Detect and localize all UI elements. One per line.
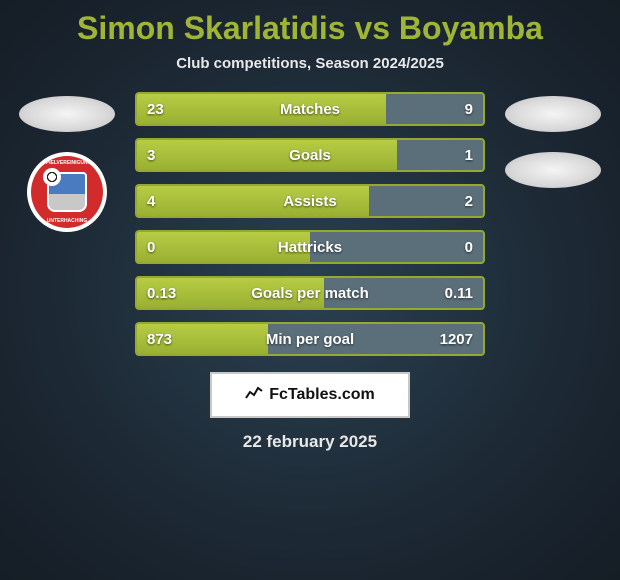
stat-label: Goals per match: [137, 285, 483, 302]
infographic-root: Simon Skarlatidis vs Boyamba Club compet…: [0, 0, 620, 452]
stat-bar: 42Assists: [135, 184, 485, 218]
stat-label: Goals: [137, 147, 483, 164]
club-badge-left: SPIELVEREINIGUNG UNTERHACHING: [27, 152, 107, 232]
date-label: 22 february 2025: [0, 432, 620, 452]
stat-bar: 0.130.11Goals per match: [135, 276, 485, 310]
stat-bar: 8731207Min per goal: [135, 322, 485, 356]
left-column: SPIELVEREINIGUNG UNTERHACHING: [17, 92, 117, 232]
stat-label: Min per goal: [137, 331, 483, 348]
club-shield-icon: [47, 172, 87, 212]
stat-label: Hattricks: [137, 239, 483, 256]
right-column: [503, 92, 603, 188]
player-right-placeholder: [505, 96, 601, 132]
stat-bar: 31Goals: [135, 138, 485, 172]
stat-bar: 00Hattricks: [135, 230, 485, 264]
source-text: FcTables.com: [269, 386, 375, 404]
stat-label: Matches: [137, 101, 483, 118]
content-row: SPIELVEREINIGUNG UNTERHACHING 239Matches…: [0, 92, 620, 356]
source-badge[interactable]: FcTables.com: [210, 372, 410, 418]
chart-icon: [245, 386, 263, 405]
soccer-ball-icon: [43, 168, 61, 186]
club-badge-right-placeholder: [505, 152, 601, 188]
club-badge-top-text: SPIELVEREINIGUNG: [31, 160, 103, 166]
stat-label: Assists: [137, 193, 483, 210]
page-title: Simon Skarlatidis vs Boyamba: [0, 10, 620, 47]
stats-bars: 239Matches 31Goals 42Assists 00Hattricks 0.1…: [135, 92, 485, 356]
club-badge-inner: SPIELVEREINIGUNG UNTERHACHING: [31, 156, 103, 228]
stat-bar: 239Matches: [135, 92, 485, 126]
club-badge-bottom-text: UNTERHACHING: [31, 218, 103, 224]
player-left-placeholder: [19, 96, 115, 132]
page-subtitle: Club competitions, Season 2024/2025: [0, 55, 620, 72]
